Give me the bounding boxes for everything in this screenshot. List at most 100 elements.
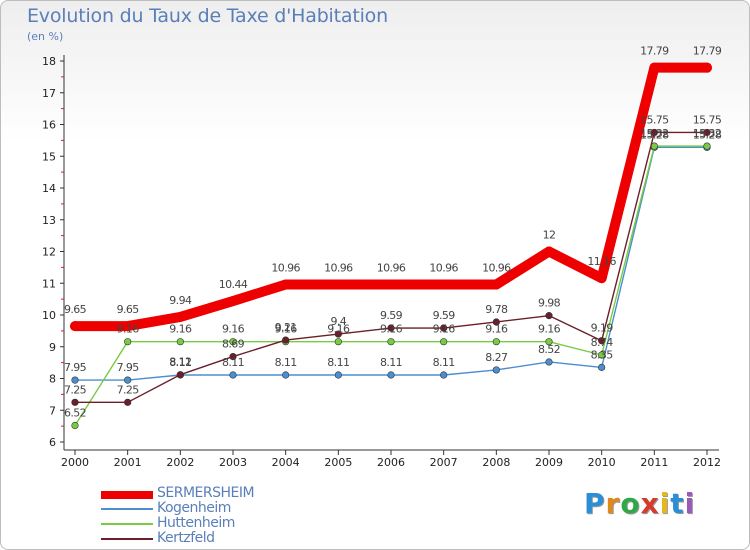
data-label-huttenheim: 9.16 <box>538 323 561 336</box>
logo-letter: i <box>659 487 671 520</box>
data-label-kertzfeld: 9.4 <box>330 315 346 328</box>
legend-swatch-kogenheim <box>101 508 153 510</box>
data-point-sermersheim <box>649 62 660 73</box>
data-label-sermersheim: 9.65 <box>64 303 87 316</box>
data-point-kertzfeld <box>176 371 184 379</box>
data-point-kogenheim <box>387 371 395 379</box>
y-tick-label: 6 <box>49 436 56 449</box>
x-tick-label: 2011 <box>640 456 668 469</box>
y-tick-label: 17 <box>42 87 56 100</box>
data-label-kertzfeld: 9.78 <box>485 303 508 316</box>
data-label-kogenheim: 8.11 <box>327 356 349 369</box>
data-label-sermersheim: 10.96 <box>429 262 458 275</box>
legend-label-huttenheim: Huttenheim <box>157 515 235 531</box>
x-tick-label: 2004 <box>272 456 300 469</box>
x-tick-label: 2000 <box>61 456 89 469</box>
data-point-kogenheim <box>334 371 342 379</box>
y-tick-label: 16 <box>42 119 56 132</box>
legend-label-sermersheim: SERMERSHEIM <box>157 485 255 501</box>
data-label-kertzfeld: 9.98 <box>538 297 561 310</box>
data-point-huttenheim <box>71 421 79 430</box>
data-point-sermersheim <box>122 321 133 332</box>
logo-letter: P <box>584 487 606 520</box>
y-tick-label: 10 <box>42 309 56 322</box>
data-label-sermersheim: 9.65 <box>117 303 140 316</box>
data-label-kogenheim: 7.95 <box>117 361 140 374</box>
data-point-sermersheim <box>491 279 502 290</box>
data-label-huttenheim: 9.16 <box>327 323 350 336</box>
data-point-sermersheim <box>333 279 344 290</box>
data-point-sermersheim <box>596 273 607 284</box>
data-label-sermersheim: 12 <box>543 229 556 242</box>
y-tick-label: 12 <box>42 246 56 259</box>
logo-letter: i <box>684 487 696 520</box>
data-label-kertzfeld: 9.59 <box>380 309 403 322</box>
data-label-huttenheim: 9.16 <box>117 323 140 336</box>
data-point-sermersheim <box>228 296 238 307</box>
data-label-kogenheim: 8.11 <box>222 356 244 369</box>
data-point-sermersheim <box>386 279 396 290</box>
legend-label-kogenheim: Kogenheim <box>157 500 231 516</box>
x-tick-label: 2001 <box>114 456 142 469</box>
logo-letter: r <box>605 487 621 520</box>
data-point-kertzfeld <box>387 324 395 332</box>
data-point-sermersheim <box>175 311 186 322</box>
legend-label-kertzfeld: Kertzfeld <box>157 530 215 546</box>
data-point-kertzfeld <box>440 324 448 332</box>
data-label-kertzfeld: 15.75 <box>693 113 722 126</box>
data-label-kertzfeld: 7.25 <box>64 383 87 396</box>
data-label-huttenheim: 6.52 <box>64 406 86 419</box>
data-point-kertzfeld <box>650 128 658 137</box>
data-point-sermersheim <box>280 279 291 290</box>
data-point-kertzfeld <box>334 330 342 338</box>
x-tick-label: 2005 <box>324 456 352 469</box>
data-label-huttenheim: 9.16 <box>485 323 508 336</box>
x-tick-label: 2010 <box>588 456 616 469</box>
data-point-kertzfeld <box>124 398 132 406</box>
data-label-huttenheim: 15.32 <box>693 127 722 140</box>
data-point-kogenheim <box>492 366 500 374</box>
data-point-huttenheim <box>387 338 395 346</box>
data-point-kertzfeld <box>598 337 606 345</box>
data-point-huttenheim <box>545 338 553 346</box>
y-tick-label: 9 <box>49 341 56 354</box>
data-label-kogenheim: 15.28 <box>640 128 669 141</box>
data-label-huttenheim: 9.16 <box>433 323 456 336</box>
data-point-huttenheim <box>492 338 500 346</box>
data-point-huttenheim <box>703 142 711 150</box>
data-label-kogenheim: 8.11 <box>433 356 455 369</box>
data-label-kogenheim: 8.11 <box>275 356 297 369</box>
data-label-sermersheim: 10.96 <box>324 262 353 275</box>
x-tick-label: 2002 <box>166 456 194 469</box>
data-point-kogenheim <box>440 371 448 379</box>
data-point-kogenheim <box>545 358 553 366</box>
data-label-kogenheim: 15.28 <box>693 128 722 141</box>
data-label-kertzfeld: 15.75 <box>640 113 669 126</box>
data-point-kertzfeld <box>229 352 237 361</box>
data-point-kertzfeld <box>71 398 79 406</box>
logo-letter: t <box>670 487 685 520</box>
data-label-sermersheim: 17.79 <box>640 45 669 58</box>
logo-letter: x <box>640 487 660 520</box>
x-tick-label: 2012 <box>693 456 721 469</box>
data-point-huttenheim <box>124 338 132 346</box>
data-label-kogenheim: 8.27 <box>485 351 508 364</box>
data-label-kertzfeld: 9.21 <box>275 321 297 334</box>
data-point-sermersheim <box>702 62 712 73</box>
data-point-kertzfeld <box>282 336 290 344</box>
data-point-huttenheim <box>176 338 184 346</box>
chart-subtitle: (en %) <box>27 30 64 43</box>
data-point-huttenheim <box>598 351 606 359</box>
proxiti-logo: Proxiti <box>584 487 695 520</box>
data-point-sermersheim <box>544 246 554 257</box>
x-tick-label: 2006 <box>377 456 405 469</box>
data-point-kogenheim <box>124 376 132 384</box>
data-point-kertzfeld <box>545 312 553 320</box>
y-tick-label: 14 <box>42 182 56 195</box>
chart-title: Evolution du Taux de Taxe d'Habitation <box>27 5 388 27</box>
data-label-sermersheim: 9.94 <box>169 294 192 307</box>
data-label-kogenheim: 7.95 <box>64 361 87 374</box>
data-label-kogenheim: 8.35 <box>591 348 614 361</box>
data-label-sermersheim: 10.96 <box>271 262 300 275</box>
data-label-huttenheim: 9.16 <box>275 323 298 336</box>
